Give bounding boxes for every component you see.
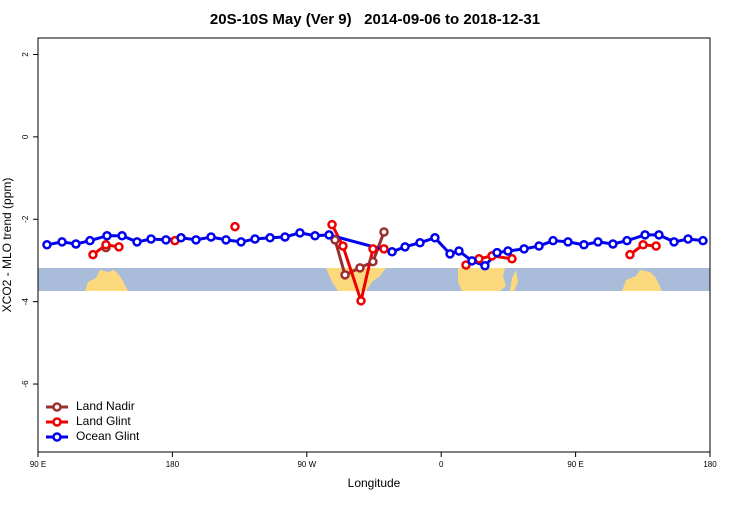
data-point	[654, 230, 664, 240]
data-point	[191, 235, 201, 245]
data-point	[400, 242, 410, 252]
x-tick-label: 90 W	[297, 460, 316, 469]
legend-label: Ocean Glint	[76, 429, 140, 443]
map-strip	[38, 268, 710, 291]
data-point	[250, 234, 260, 244]
data-point	[327, 219, 337, 230]
data-point	[379, 244, 389, 254]
x-axis-label: Longitude	[348, 476, 401, 490]
plot-frame	[37, 37, 711, 453]
data-point	[324, 230, 334, 240]
data-point	[593, 237, 603, 247]
data-point	[132, 237, 142, 247]
legend-marker	[52, 432, 62, 442]
data-point	[379, 227, 389, 237]
data-point	[625, 249, 635, 260]
data-point	[480, 261, 490, 271]
y-tick-label: 2	[21, 52, 30, 57]
data-point	[85, 235, 95, 246]
data-point	[669, 237, 679, 247]
x-tick-label: 90 E	[30, 460, 46, 469]
data-point	[698, 235, 708, 246]
data-point	[146, 234, 156, 244]
data-point	[519, 244, 529, 254]
data-point	[368, 244, 378, 254]
data-point	[415, 237, 425, 248]
legend-label: Land Glint	[76, 414, 131, 428]
chart-title: 20S-10S May (Ver 9) 2014-09-06 to 2018-1…	[210, 11, 540, 28]
data-point	[176, 233, 186, 243]
x-tick-label: 90 E	[567, 460, 583, 469]
data-point	[356, 296, 366, 306]
data-point	[461, 260, 471, 270]
data-point	[638, 240, 648, 250]
data-point	[534, 241, 544, 251]
data-point	[280, 232, 290, 242]
y-tick-label: -4	[21, 298, 30, 306]
data-point	[161, 235, 171, 245]
land-shape	[458, 268, 506, 291]
data-point	[295, 228, 305, 238]
y-axis-label: XCO2 - MLO trend (ppm)	[0, 178, 14, 313]
data-point	[368, 256, 378, 267]
y-tick-label: -6	[21, 380, 30, 388]
data-point	[467, 256, 477, 266]
data-point	[57, 237, 67, 247]
data-point	[236, 237, 246, 247]
data-point	[265, 233, 275, 243]
land-shape	[622, 270, 662, 291]
data-point	[310, 230, 320, 241]
y-tick-label: -2	[21, 215, 30, 223]
x-tick-label: 180	[166, 460, 180, 469]
data-point	[230, 221, 240, 232]
data-point	[355, 263, 365, 273]
land-shape	[85, 270, 128, 291]
data-point	[102, 230, 112, 241]
data-point	[640, 230, 650, 240]
data-point	[507, 254, 517, 264]
data-point	[651, 241, 661, 251]
data-point	[117, 230, 127, 241]
data-point	[71, 239, 81, 249]
legend-label: Land Nadir	[76, 399, 135, 413]
land-shape	[510, 270, 518, 291]
x-tick-label: 0	[439, 460, 444, 469]
data-point	[683, 234, 693, 244]
data-point	[88, 249, 98, 260]
y-tick-label: 0	[21, 134, 30, 139]
legend-marker	[52, 417, 62, 427]
data-point	[503, 246, 513, 256]
data-point	[563, 237, 573, 247]
data-point	[387, 247, 397, 257]
data-point	[330, 235, 340, 245]
data-point	[492, 247, 502, 258]
data-point	[445, 249, 455, 259]
data-point	[579, 240, 589, 250]
data-point	[340, 270, 350, 280]
data-point	[548, 235, 558, 246]
x-tick-label: 180	[703, 460, 717, 469]
data-point	[608, 239, 618, 249]
data-point	[622, 235, 632, 246]
data-point	[114, 242, 124, 252]
data-point	[454, 246, 464, 256]
legend-marker	[52, 402, 62, 412]
data-point	[430, 233, 440, 243]
data-point	[206, 232, 216, 242]
data-point	[221, 235, 231, 245]
data-point	[42, 240, 52, 250]
data-point	[338, 241, 348, 251]
data-point	[101, 240, 111, 250]
